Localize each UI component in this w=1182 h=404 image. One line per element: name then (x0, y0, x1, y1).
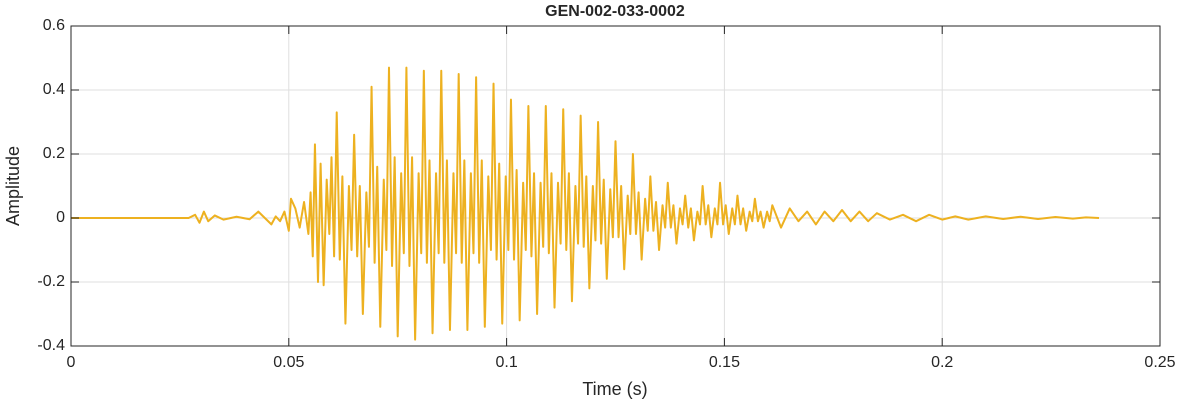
x-tick-label: 0.1 (495, 354, 517, 371)
y-tick-label: -0.2 (37, 273, 65, 290)
x-tick-label: 0.25 (1144, 354, 1175, 371)
y-tick-label: 0 (56, 209, 65, 226)
x-tick-label: 0.2 (931, 354, 953, 371)
x-tick-label: 0.15 (709, 354, 740, 371)
y-tick-label: 0.6 (43, 17, 65, 34)
chart-title: GEN-002-033-0002 (545, 3, 685, 20)
labels: 0 0.05 0.1 0.15 0.2 0.25 -0.4 -0.2 0 0.2 0.4 0.6 (37, 17, 1175, 371)
y-tick-label: 0.4 (43, 81, 65, 98)
plot-area (71, 26, 1160, 346)
y-tick-label: -0.4 (37, 337, 65, 354)
y-tick-label: 0.2 (43, 145, 65, 162)
x-tick-label: 0.05 (273, 354, 304, 371)
y-axis-label: Amplitude (3, 146, 23, 226)
axes-box (70, 25, 1161, 347)
x-axis-label: Time (s) (582, 379, 647, 399)
lines (71, 66, 1100, 341)
waveform-line (71, 66, 1100, 341)
x-tick-label: 0 (67, 354, 76, 371)
